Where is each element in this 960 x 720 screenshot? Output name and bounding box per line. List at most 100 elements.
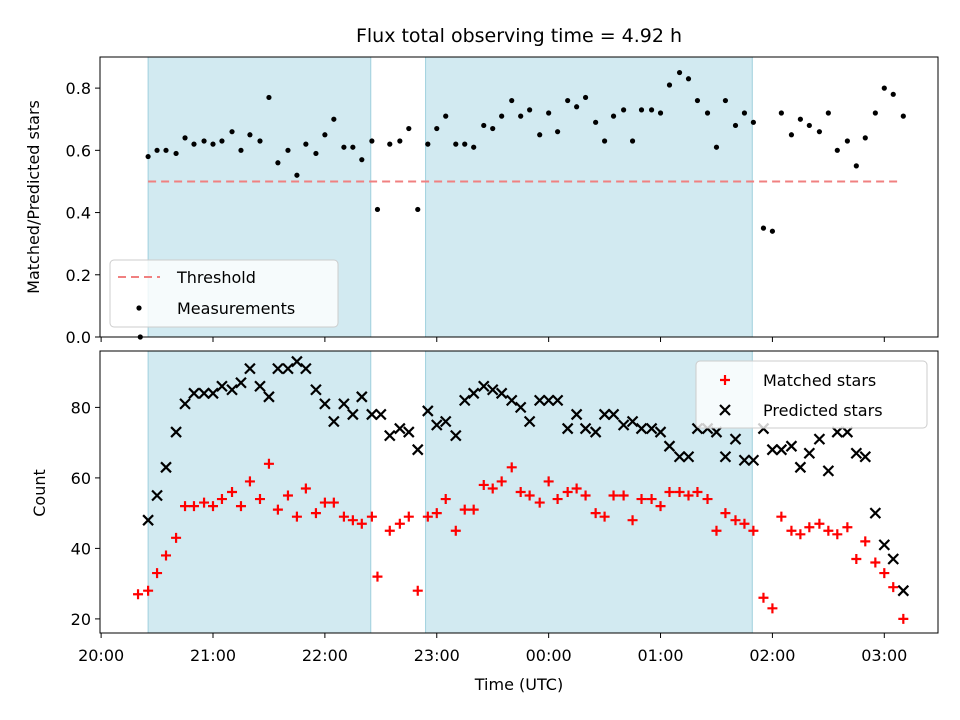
measurement-point bbox=[374, 206, 381, 213]
predicted-stars-point bbox=[514, 401, 527, 414]
predicted-stars-point bbox=[142, 514, 154, 526]
measurement-point bbox=[285, 147, 291, 153]
measurement-point bbox=[238, 147, 244, 153]
predicted-stars-point bbox=[394, 422, 406, 435]
predicted-stars-point bbox=[347, 408, 359, 421]
measurement-point bbox=[266, 94, 272, 101]
predicted-stars-point bbox=[710, 426, 723, 438]
matched-stars-point bbox=[599, 511, 610, 522]
matched-stars-point bbox=[543, 476, 554, 487]
matched-stars-point bbox=[524, 490, 535, 501]
predicted-stars-point bbox=[356, 391, 368, 403]
measurement-point bbox=[601, 138, 608, 144]
measurement-point bbox=[713, 144, 720, 150]
x-tick-label: 03:00 bbox=[861, 646, 907, 665]
matched-stars-point bbox=[534, 497, 545, 508]
matched-stars-point bbox=[338, 511, 349, 522]
matched-stars-point bbox=[384, 525, 395, 536]
matched-stars-point bbox=[515, 487, 526, 497]
measurement-point bbox=[769, 228, 776, 234]
predicted-stars-point bbox=[188, 387, 200, 400]
x-tick-label: 22:00 bbox=[302, 646, 348, 665]
y-tick-label: 0.2 bbox=[66, 266, 91, 285]
measurement-point bbox=[275, 160, 281, 166]
count-panel: 20 40 60 80 20:00 21:00 22:00 23:00 00:00 01:00 02… bbox=[71, 350, 939, 665]
predicted-stars-point bbox=[179, 398, 191, 410]
measurement-point bbox=[676, 69, 683, 76]
predicted-stars-point bbox=[170, 426, 182, 438]
predicted-stars-point bbox=[216, 380, 228, 393]
measurement-point bbox=[638, 107, 645, 113]
matched-stars-point bbox=[263, 458, 274, 469]
observing-window-2 bbox=[425, 56, 753, 338]
predicted-stars-point bbox=[635, 422, 648, 435]
predicted-stars-point bbox=[328, 415, 340, 428]
legend-threshold-label: Threshold bbox=[176, 268, 256, 287]
predicted-stars-point bbox=[160, 461, 172, 474]
measurement-point bbox=[806, 122, 812, 129]
matched-stars-point bbox=[888, 582, 899, 593]
matched-stars-point bbox=[161, 550, 172, 561]
predicted-stars-point bbox=[226, 383, 238, 396]
predicted-stars-point bbox=[570, 408, 583, 421]
measurement-point bbox=[834, 147, 840, 153]
predicted-stars-point bbox=[878, 539, 891, 551]
axes-frame bbox=[99, 350, 939, 634]
measurement-point bbox=[844, 138, 850, 144]
measurement-point bbox=[481, 122, 487, 129]
legend-matched-label: Matched stars bbox=[763, 371, 876, 390]
matched-stars-point bbox=[227, 487, 238, 497]
predicted-stars-point bbox=[813, 433, 826, 445]
measurement-point bbox=[704, 110, 711, 116]
measurement-point bbox=[788, 132, 795, 138]
y-tick-label: 0.0 bbox=[66, 328, 91, 347]
matched-stars-point bbox=[720, 508, 731, 519]
matched-stars-point bbox=[272, 504, 283, 515]
matched-stars-point bbox=[310, 508, 321, 519]
predicted-stars-point bbox=[645, 422, 658, 435]
legend-matched-swatch bbox=[720, 375, 730, 385]
legend-measurements-swatch bbox=[136, 305, 142, 311]
measurement-point bbox=[881, 85, 887, 91]
measurement-point bbox=[145, 153, 151, 160]
matched-stars-point bbox=[372, 571, 383, 582]
matched-stars-point bbox=[711, 525, 722, 536]
predicted-stars-point bbox=[467, 387, 480, 400]
measurement-point bbox=[610, 113, 617, 119]
y-tick-label: 0.8 bbox=[66, 79, 91, 98]
measurement-point bbox=[760, 225, 767, 231]
matched-stars-point bbox=[412, 585, 423, 596]
matched-stars-point bbox=[496, 476, 507, 487]
matched-stars-point bbox=[870, 557, 881, 568]
matched-stars-point bbox=[199, 497, 210, 508]
measurement-point bbox=[359, 157, 365, 163]
predicted-stars-point bbox=[654, 426, 667, 438]
measurement-point bbox=[490, 125, 496, 132]
measurement-point bbox=[862, 135, 868, 141]
y-axis-label-count: Count bbox=[30, 469, 49, 517]
measurement-point bbox=[554, 129, 561, 135]
predicted-stars-point bbox=[747, 454, 760, 467]
predicted-stars-point bbox=[523, 415, 536, 428]
matched-stars-point bbox=[636, 494, 647, 505]
predicted-stars-point bbox=[403, 426, 415, 438]
matched-stars-point bbox=[608, 490, 619, 501]
legend-ratio: Threshold Measurements bbox=[109, 259, 339, 328]
predicted-stars-point bbox=[869, 507, 882, 519]
measurement-point bbox=[369, 138, 375, 144]
predicted-stars-point bbox=[551, 394, 564, 407]
matched-stars-point bbox=[767, 603, 778, 614]
measurement-point bbox=[294, 172, 300, 178]
matched-stars-point bbox=[748, 525, 759, 536]
predicted-stars-point bbox=[151, 489, 163, 502]
predicted-stars-point bbox=[263, 391, 275, 403]
chart-title: Flux total observing time = 4.92 h bbox=[356, 25, 682, 47]
matched-stars-point bbox=[683, 490, 694, 501]
matched-stars-point bbox=[646, 494, 657, 505]
legend-predicted-label: Predicted stars bbox=[763, 401, 883, 420]
measurement-point bbox=[732, 122, 739, 129]
predicted-stars-point bbox=[254, 380, 266, 393]
predicted-stars-point bbox=[477, 380, 490, 393]
matched-stars-point bbox=[562, 487, 573, 497]
predicted-stars-point bbox=[785, 440, 798, 452]
